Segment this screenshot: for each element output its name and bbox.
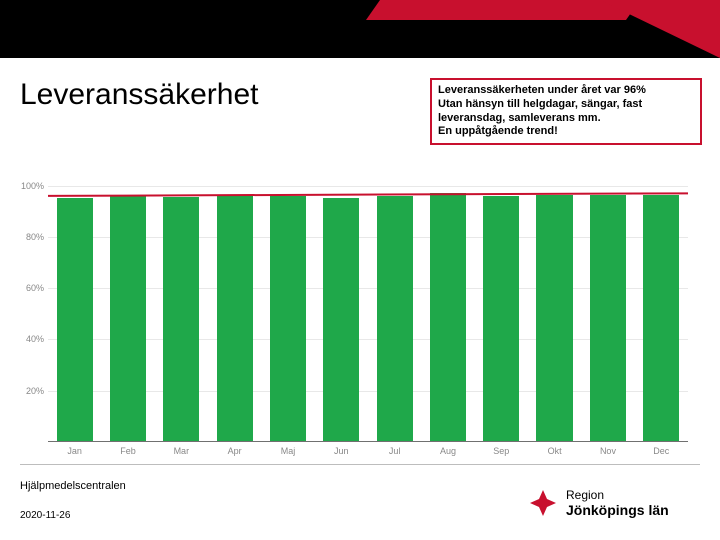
x-tick-label: Dec (635, 446, 688, 456)
delivery-chart: 20%40%60%80%100% JanFebMarAprMajJunJulAu… (48, 160, 688, 450)
note-line: Leveranssäkerheten under året var 96% (438, 84, 694, 98)
footer-date: 2020-11-26 (20, 510, 70, 521)
footer-source: Hjälpmedelscentralen (20, 480, 126, 492)
y-tick-label: 40% (26, 334, 44, 344)
bar-slot (581, 160, 634, 442)
bar (57, 198, 93, 442)
region-logo: Region Jönköpings län (528, 484, 698, 522)
x-axis-line (48, 441, 688, 442)
bar-slot (475, 160, 528, 442)
bar (217, 196, 253, 442)
x-tick-label: Jul (368, 446, 421, 456)
bar (270, 196, 306, 442)
x-tick-label: Nov (581, 446, 634, 456)
bar-slot (155, 160, 208, 442)
y-tick-label: 100% (21, 181, 44, 191)
note-line: leveransdag, samleverans mm. (438, 112, 694, 126)
x-tick-label: Sep (475, 446, 528, 456)
bar (643, 195, 679, 442)
x-tick-label: Aug (421, 446, 474, 456)
note-line: Utan hänsyn till helgdagar, sängar, fast (438, 98, 694, 112)
bar-slot (421, 160, 474, 442)
page-title: Leveranssäkerhet (20, 78, 258, 112)
logo-line1: Region (566, 488, 669, 502)
x-tick-label: Maj (261, 446, 314, 456)
x-tick-label: Jun (315, 446, 368, 456)
bar (483, 196, 519, 442)
bar (377, 196, 413, 442)
bar (536, 195, 572, 442)
logo-text: Region Jönköpings län (566, 488, 669, 518)
note-box: Leveranssäkerheten under året var 96% Ut… (430, 78, 702, 145)
x-tick-label: Okt (528, 446, 581, 456)
bar-slot (101, 160, 154, 442)
y-tick-label: 60% (26, 283, 44, 293)
bar-slot (261, 160, 314, 442)
bar-slot (635, 160, 688, 442)
x-tick-label: Jan (48, 446, 101, 456)
x-tick-label: Apr (208, 446, 261, 456)
bar (323, 198, 359, 442)
x-tick-label: Mar (155, 446, 208, 456)
header-accent-triangle (600, 0, 720, 58)
y-tick-label: 20% (26, 386, 44, 396)
x-tick-label: Feb (101, 446, 154, 456)
bar-slot (315, 160, 368, 442)
bars-container (48, 160, 688, 442)
logo-line2: Jönköpings län (566, 502, 669, 518)
bar (163, 197, 199, 442)
bar-slot (208, 160, 261, 442)
bar-slot (528, 160, 581, 442)
y-axis-labels: 20% 40% 60% 80% 100% (10, 160, 44, 442)
bar (110, 196, 146, 442)
plot-area (48, 160, 688, 442)
y-tick-label: 80% (26, 232, 44, 242)
bar (430, 193, 466, 442)
bar (590, 195, 626, 442)
x-axis-labels: JanFebMarAprMajJunJulAugSepOktNovDec (48, 446, 688, 456)
bar-slot (48, 160, 101, 442)
divider (20, 464, 700, 465)
note-line: En uppåtgående trend! (438, 125, 694, 139)
logo-mark-icon (528, 488, 558, 518)
bar-slot (368, 160, 421, 442)
